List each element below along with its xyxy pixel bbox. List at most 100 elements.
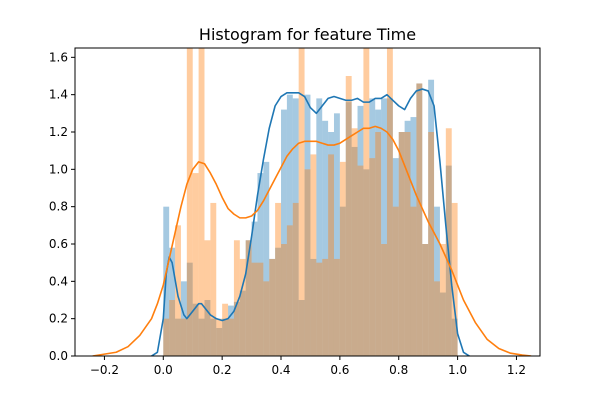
- histogram-bar-series-2: [333, 258, 340, 356]
- histogram-bar-series-1: [404, 120, 411, 356]
- histogram-bar-series-1: [169, 247, 176, 356]
- histogram-bar-series-2: [198, 48, 205, 356]
- histogram-bar-series-2: [210, 202, 217, 356]
- histogram-bar-series-1: [281, 109, 287, 356]
- histogram-bar-series-2: [375, 132, 382, 356]
- histogram-bar-series-2: [163, 318, 170, 356]
- histogram-bar-series-2: [316, 262, 323, 356]
- histogram-bar-series-2: [180, 318, 187, 356]
- y-tick-label: 0.4: [49, 274, 68, 288]
- histogram-bar-series-1: [175, 318, 181, 356]
- histogram-bar-series-1: [398, 132, 405, 356]
- histogram-bar-series-1: [198, 318, 205, 356]
- x-axis: −0.2 0.0 0.2 0.4 0.6 0.8 1.0 1.2: [90, 356, 526, 377]
- histogram-bar-series-2: [345, 76, 352, 356]
- histogram-bar-series-1: [434, 206, 440, 356]
- histogram-bar-series-2: [292, 202, 299, 356]
- histogram-bar-series-2: [416, 83, 423, 356]
- histogram-bar-series-2: [392, 206, 399, 356]
- histogram-bar-series-1: [357, 105, 364, 356]
- histogram-bar-series-1: [316, 98, 323, 356]
- histogram-bar-series-1: [257, 173, 264, 356]
- x-tick-label: 0.0: [154, 363, 173, 377]
- histogram-bar-series-2: [251, 262, 258, 356]
- histogram-bar-series-2: [445, 128, 452, 356]
- histogram-bar-series-1: [204, 300, 211, 356]
- x-tick-label: 1.2: [507, 363, 526, 377]
- histogram-bar-series-1: [345, 102, 352, 356]
- histogram-bar-series-2: [369, 158, 376, 356]
- histogram-bar-series-2: [275, 202, 282, 356]
- histogram-bar-series-2: [222, 303, 229, 356]
- y-tick-label: 1.4: [49, 88, 68, 102]
- histogram-bar-series-2: [351, 128, 358, 356]
- histogram-bar-series-1: [363, 169, 370, 356]
- histogram-bar-series-1: [263, 161, 270, 356]
- histogram-bar-series-1: [222, 318, 229, 356]
- y-tick-label: 0.6: [49, 237, 68, 251]
- x-tick-label: −0.2: [90, 363, 119, 377]
- histogram-bar-series-1: [439, 292, 446, 356]
- histogram-bar-series-1: [239, 290, 246, 356]
- histogram-bar-series-1: [228, 305, 234, 356]
- histogram-bar-series-1: [333, 113, 340, 356]
- plot-frame: [74, 47, 541, 357]
- y-tick-label: 1.0: [49, 162, 68, 176]
- histogram-bar-series-2: [322, 258, 329, 356]
- histogram-bar-series-2: [310, 154, 317, 356]
- histogram-bar-series-1: [245, 240, 252, 356]
- histogram-bar-series-2: [204, 240, 211, 356]
- histogram-bar-series-1: [428, 79, 435, 356]
- histogram-bar-series-1: [292, 98, 299, 356]
- histogram-bar-series-1: [339, 206, 346, 356]
- histogram-bar-series-2: [304, 169, 311, 356]
- histogram-bar-series-1: [386, 98, 393, 356]
- histogram-bar-series-2: [192, 173, 199, 356]
- histogram-bar-series-1: [416, 83, 423, 356]
- histogram-bar-series-1: [286, 94, 293, 356]
- histogram-bar-series-2: [257, 262, 264, 356]
- histogram-bar-series-2: [410, 206, 417, 356]
- x-tick-label: 0.6: [330, 363, 349, 377]
- y-tick-label: 0.8: [49, 200, 68, 214]
- histogram-bars: [163, 48, 458, 356]
- histogram-bar-series-1: [192, 303, 199, 356]
- histogram-bar-series-1: [369, 98, 376, 356]
- kde-line-series-2: [92, 125, 532, 356]
- histogram-bar-series-1: [186, 262, 193, 356]
- histogram-bar-series-1: [422, 244, 429, 356]
- y-tick-label: 1.6: [49, 50, 68, 64]
- histogram-bar-series-1: [275, 247, 282, 356]
- histogram-bar-series-1: [328, 132, 334, 356]
- histogram-bar-series-1: [322, 120, 329, 356]
- histogram-bar-series-2: [239, 258, 246, 356]
- y-tick-label: 1.2: [49, 125, 68, 139]
- histogram-bar-series-1: [381, 98, 387, 356]
- x-tick-label: 0.8: [389, 363, 408, 377]
- histogram-bar-series-1: [392, 158, 399, 356]
- histogram-bar-series-1: [375, 109, 382, 356]
- histogram-bar-series-2: [175, 225, 181, 356]
- histogram-bar-series-1: [180, 281, 187, 356]
- histogram-bar-series-2: [339, 161, 346, 356]
- histogram-bar-series-2: [281, 244, 287, 356]
- x-tick-label: 0.2: [213, 363, 232, 377]
- x-tick-label: 1.0: [448, 363, 467, 377]
- y-axis: 0.0 0.2 0.4 0.6 0.8 1.0 1.2 1.4 1.6: [49, 50, 75, 363]
- plot-area: [92, 48, 532, 356]
- histogram-bar-series-2: [422, 244, 429, 356]
- kde-curves: [92, 88, 532, 356]
- histogram-bar-series-2: [357, 165, 364, 356]
- histogram-bar-series-2: [386, 48, 393, 356]
- histogram-bar-series-2: [328, 154, 334, 356]
- histogram-bar-series-2: [381, 244, 387, 356]
- histogram-bar-series-2: [398, 132, 405, 356]
- histogram-bar-series-1: [410, 117, 417, 356]
- histogram-bar-series-2: [269, 258, 276, 356]
- histogram-bar-series-1: [210, 318, 217, 356]
- histogram-bar-series-1: [451, 318, 458, 356]
- histogram-bar-series-1: [310, 258, 317, 356]
- histogram-bar-series-2: [228, 318, 234, 356]
